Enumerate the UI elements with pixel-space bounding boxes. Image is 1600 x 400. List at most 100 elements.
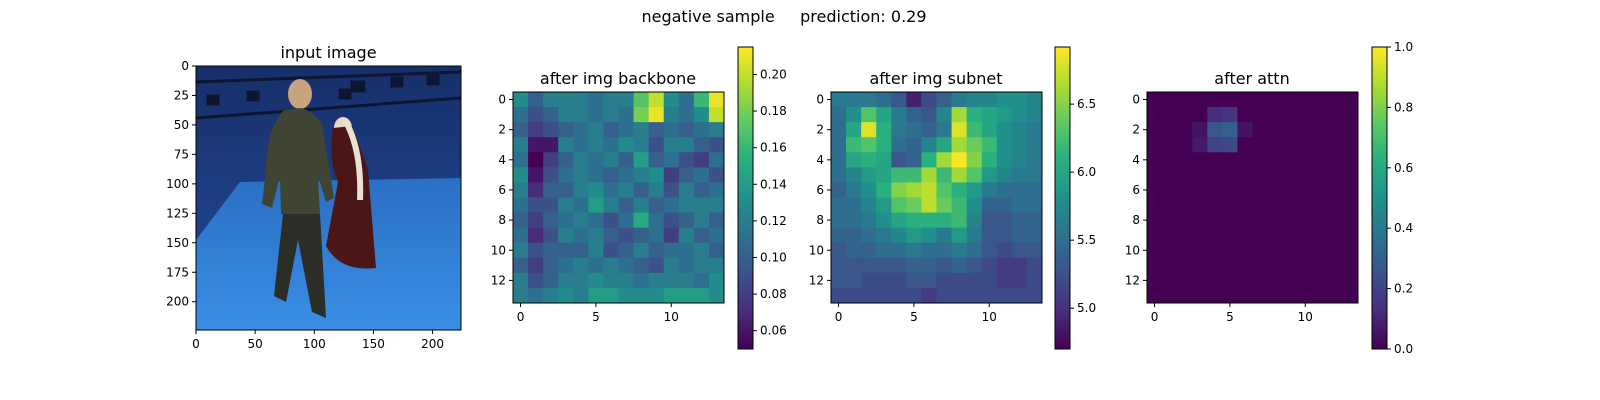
heatmap-cell <box>558 287 574 304</box>
heatmap-cell <box>1177 122 1193 138</box>
colorbar-ticks-after-img-subnet: 5.0 5.5 6.0 6.5 <box>1070 97 1096 315</box>
heatmap-cell <box>633 122 650 138</box>
heatmap-cell <box>573 107 589 123</box>
y-tick-label: 100 <box>166 177 189 191</box>
heatmap-cell <box>1222 182 1238 198</box>
heatmap-cell <box>1026 257 1043 274</box>
heatmap-cell <box>921 197 937 214</box>
heatmap-cell <box>648 137 665 153</box>
heatmap-cell <box>966 152 983 168</box>
heatmap-cell <box>573 92 589 108</box>
y-tick-label: 2 <box>816 123 824 137</box>
heatmap-cell <box>1177 182 1193 198</box>
heatmap-cell <box>1011 257 1028 274</box>
heatmap-cell <box>1177 257 1193 274</box>
heatmap-cell <box>861 242 877 259</box>
heatmap-cell <box>573 257 589 274</box>
heatmap-cell <box>936 227 953 244</box>
heatmap-cell <box>693 182 710 198</box>
heatmap-cell <box>1252 182 1269 198</box>
heatmap-cell <box>846 122 862 138</box>
heatmap-cell <box>1252 197 1269 214</box>
heatmap-cell <box>588 287 604 304</box>
heatmap-cell <box>1192 212 1208 229</box>
heatmap-cell <box>1267 197 1284 214</box>
heatmap-cell <box>1237 272 1253 289</box>
heatmap-cell <box>966 287 983 304</box>
heatmap-cell <box>1252 227 1269 244</box>
heatmap-cell <box>693 227 710 244</box>
x-tick-label: 0 <box>835 310 843 324</box>
heatmap-cell <box>693 167 710 183</box>
heatmap-cell <box>648 122 665 138</box>
heatmap-cell <box>693 242 710 259</box>
heatmap-cell <box>846 257 862 274</box>
heatmap-cell <box>966 92 983 108</box>
heatmap-cell <box>1267 137 1284 153</box>
heatmap-cell <box>528 107 544 123</box>
heatmap-cell <box>996 107 1013 123</box>
heatmap-cell <box>618 167 635 183</box>
heatmap-cell <box>648 227 665 244</box>
heatmap-cell <box>528 182 544 198</box>
heatmap-cell <box>906 197 922 214</box>
input-photo <box>195 66 462 330</box>
heatmap-cell <box>543 287 559 304</box>
colorbar-tick-label: 0.10 <box>760 250 787 264</box>
heatmap-cell <box>1237 122 1253 138</box>
heatmap-cell <box>1312 152 1329 168</box>
heatmap-after-img-backbone <box>513 92 725 304</box>
y-tick-label: 6 <box>1132 183 1140 197</box>
heatmap-cell <box>996 287 1013 304</box>
x-tick-label: 5 <box>1226 310 1234 324</box>
heatmap-cell <box>513 167 529 183</box>
heatmap-cell <box>633 152 650 168</box>
heatmap-cell <box>678 122 695 138</box>
heatmap-cell <box>588 272 604 289</box>
heatmap-cell <box>846 107 862 123</box>
heatmap-cell <box>1222 137 1238 153</box>
heatmap-cell <box>678 107 695 123</box>
axis-ticks-after-img-subnet: 0 5 10 0 2 4 6 8 10 12 <box>809 93 997 324</box>
y-tick-label: 10 <box>491 243 506 257</box>
colorbar-ticks-after-attn: 0.0 0.2 0.4 0.6 0.8 1.0 <box>1387 40 1413 356</box>
heatmap-cell <box>543 167 559 183</box>
heatmap-cell <box>1192 182 1208 198</box>
heatmap-cell <box>981 122 998 138</box>
heatmap-cell <box>1222 287 1238 304</box>
heatmap-cell <box>1011 242 1028 259</box>
heatmap-cell <box>543 122 559 138</box>
heatmap-cell <box>678 272 695 289</box>
x-tick-label: 10 <box>1298 310 1313 324</box>
heatmap-cell <box>1011 182 1028 198</box>
heatmap-cell <box>543 257 559 274</box>
heatmap-cell <box>1147 227 1163 244</box>
y-tick-label: 175 <box>166 265 189 279</box>
heatmap-cell <box>663 242 680 259</box>
heatmap-cell <box>528 272 544 289</box>
heatmap-cell <box>846 152 862 168</box>
heatmap-cell <box>588 107 604 123</box>
heatmap-cell <box>846 212 862 229</box>
heatmap-cell <box>1342 242 1359 259</box>
heatmap-cell <box>846 167 862 183</box>
heatmap-cell <box>1026 92 1043 108</box>
colorbar-tick-label: 0.4 <box>1394 221 1413 235</box>
heatmap-cell <box>876 212 892 229</box>
heatmap-cell <box>1162 272 1178 289</box>
heatmap-cell <box>648 152 665 168</box>
heatmap-cell <box>603 227 619 244</box>
heatmap-cell <box>981 197 998 214</box>
heatmap-cell <box>1237 212 1253 229</box>
heatmap-cell <box>921 167 937 183</box>
heatmap-cell <box>543 212 559 229</box>
heatmap-cell <box>1162 212 1178 229</box>
heatmap-cell <box>1282 197 1299 214</box>
heatmap-cell <box>891 167 907 183</box>
heatmap-cell <box>831 257 847 274</box>
x-tick-label: 10 <box>664 310 679 324</box>
heatmap-cell <box>1237 92 1253 108</box>
heatmap-cell <box>981 257 998 274</box>
heatmap-cell <box>906 122 922 138</box>
heatmap-cell <box>921 92 937 108</box>
